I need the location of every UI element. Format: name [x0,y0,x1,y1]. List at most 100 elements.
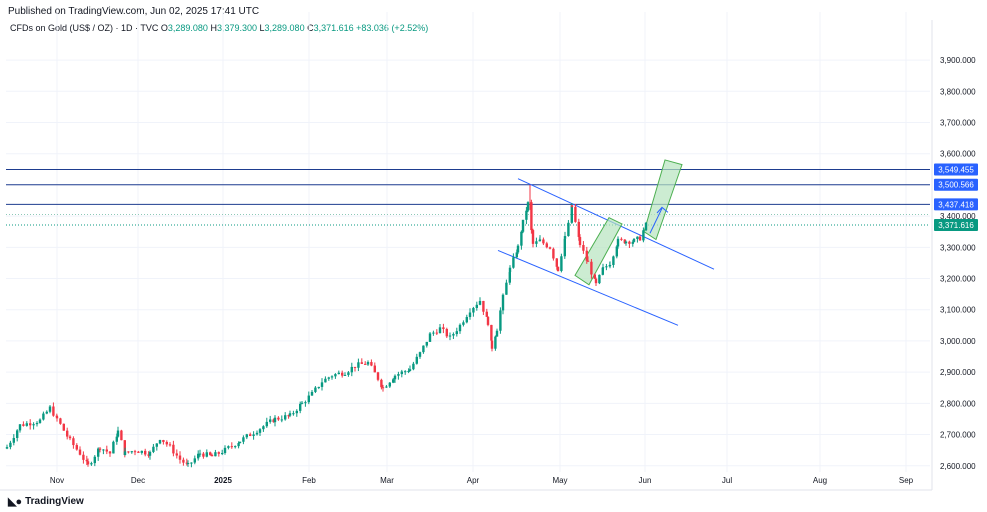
candle-body [638,236,642,241]
candle-body [223,447,227,454]
candle-body [217,452,220,454]
high-value: 3,379.300 [216,23,257,33]
candle-body [515,252,518,258]
x-tick-label: Mar [380,476,394,485]
candle-body [144,450,147,455]
candle-body [82,454,85,460]
chart-drawings[interactable] [497,159,715,326]
candle-body [324,378,327,383]
candle-body [193,458,196,463]
candle-body [90,463,93,465]
candle-body [55,416,59,419]
candle-body [486,316,490,325]
candle-body [376,372,380,380]
symbol-name: CFDs on Gold (US$ / OZ) · 1D · TVC [10,23,159,33]
price-axis[interactable]: 3,900.000 3,800.000 3,700.000 3,600.000 3,50… [934,56,978,471]
candle-body [210,454,214,457]
tradingview-logo[interactable]: ◣● TradingView [8,495,84,508]
candle-body [366,362,370,365]
x-tick-label: Feb [302,476,316,485]
candle-body [262,426,265,430]
candle-body [75,445,78,450]
candle-body [594,278,598,284]
candle-body [127,451,130,453]
candle-body [586,260,590,262]
candle-body [66,430,69,437]
candle-body [105,449,108,452]
candle-body [198,453,202,455]
candle-body [48,406,52,412]
candle-body [273,417,277,423]
candle-body [108,451,112,454]
candle-body [455,331,458,335]
candle-body [280,419,283,421]
candle-body [347,372,350,375]
candle-body [404,371,407,373]
low-value: 3,289.080 [264,23,305,33]
time-axis[interactable]: Nov Dec 2025 Feb Mar Apr May Jun Jul Aug Sep [50,476,914,485]
candle-body [152,446,155,452]
candle-body [400,371,403,375]
candle-body [304,402,307,404]
candle-body [380,379,383,388]
candle-body [214,452,217,457]
price-tag-label: 3,500.566 [938,181,974,190]
candle-body [29,423,32,426]
candle-body [42,413,45,420]
candle-body [370,362,373,366]
candle-body [123,440,126,456]
candle-body [520,231,523,246]
candle-body [85,459,88,462]
candle-body [202,453,205,457]
close-label: C [307,23,314,33]
candle-body [182,459,185,463]
candle-body [130,451,133,453]
candle-body [548,247,552,249]
candle-body [35,422,39,425]
x-tick-label: Nov [50,476,64,485]
candle-body [320,382,324,387]
candle-body [501,294,505,311]
candle-body [5,447,9,449]
y-tick-label: 3,200.000 [940,275,976,284]
candle-body [494,336,497,349]
candle-body [284,415,287,420]
candle-body [388,382,391,387]
candle-body [422,345,425,353]
candle-body [317,386,320,388]
candle-body [442,327,445,330]
candle-body [535,241,538,244]
candle-body [628,241,631,244]
candle-body [357,362,360,368]
candle-body [148,451,152,456]
candle-body [242,437,245,442]
candle-body [360,362,363,364]
candle-body [175,453,178,456]
y-tick-label: 3,900.000 [940,56,976,65]
candle-body [158,440,162,444]
candle-body [570,205,573,223]
change-value: +83.036 (+2.52%) [356,23,429,33]
candle-body [385,386,388,388]
candle-body [140,450,143,453]
candle-body [418,352,422,357]
price-tag-label: 3,549.455 [938,165,974,174]
tradingview-logo-icon: ◣● [8,496,22,508]
candle-body [255,432,259,435]
candle-body [560,256,563,271]
candle-body [299,403,302,411]
price-tag [934,218,978,231]
candle-body [115,436,118,442]
price-tag [934,178,978,191]
candle-body [531,230,535,244]
candle-body [38,419,42,423]
candle-body [593,274,596,279]
x-tick-label: Dec [131,476,145,485]
candle-body [482,300,485,312]
candle-body [462,322,465,325]
candle-body [190,462,193,464]
candle-body [616,238,620,247]
candle-body [16,430,19,438]
published-note: Published on TradingView.com, Jun 02, 20… [8,6,260,17]
